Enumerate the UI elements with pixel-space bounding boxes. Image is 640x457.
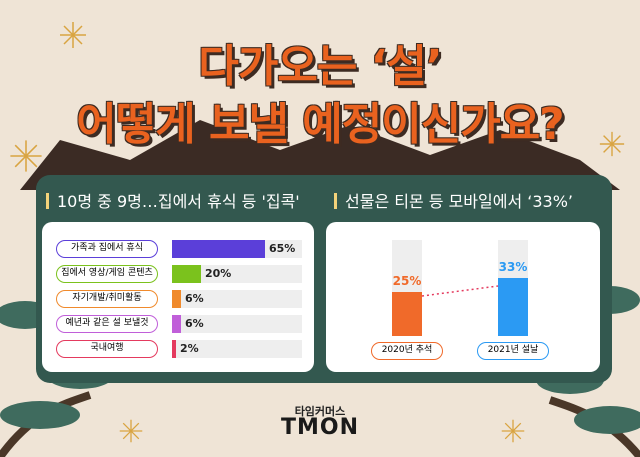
data-label: 65% [269, 242, 296, 255]
data-label: 2% [180, 342, 199, 355]
bar [498, 278, 528, 336]
bar [172, 340, 176, 358]
bar [392, 292, 422, 336]
category-label: 예년과 같은 설 보낼것 [56, 315, 158, 333]
sparkle-icon-top-left [60, 22, 86, 48]
brand-subtitle: 타임커머스 [294, 405, 346, 418]
right-chart-title: 선물은 티몬 등 모바일에서 ‘33%’ [334, 188, 573, 212]
right-chart-title-text: 선물은 티몬 등 모바일에서 ‘33%’ [345, 192, 573, 211]
data-label: 6% [185, 292, 204, 305]
bar [172, 315, 181, 333]
left-chart-title-text: 10명 중 9명…집에서 휴식 등 '집콕' [57, 192, 300, 211]
category-label: 집에서 영상/게임 콘텐츠 [56, 265, 158, 283]
category-label: 국내여행 [56, 340, 158, 358]
bar-track [172, 340, 302, 358]
brand-logo: TMON [280, 415, 359, 440]
bar-track [498, 240, 528, 336]
bar [172, 265, 201, 283]
headline-line-1: 다가오는 ‘설’ [198, 41, 442, 92]
data-label: 33% [498, 260, 528, 274]
sparkle-icon-bottom-right [501, 419, 525, 443]
right-chart-card [326, 222, 600, 372]
data-label: 25% [392, 274, 422, 288]
headline-line-2: 어떻게 보낼 예정이신가요? [76, 99, 564, 150]
category-label: 2020년 추석 [371, 342, 443, 360]
left-chart-title: 10명 중 9명…집에서 휴식 등 '집콕' [46, 188, 300, 212]
category-label: 2021년 설날 [477, 342, 549, 360]
data-label: 20% [205, 267, 232, 280]
category-label: 자기개발/취미활동 [56, 290, 158, 308]
bar-track [392, 240, 422, 336]
sparkle-icon-bottom-left [119, 419, 143, 443]
bar-track [172, 265, 302, 283]
sparkle-icon-right [599, 131, 625, 157]
sparkle-icon-left [10, 140, 42, 172]
category-label: 가족과 집에서 휴식 [56, 240, 158, 258]
mountain-silhouette [20, 120, 620, 190]
bar [172, 290, 181, 308]
bar-track [172, 240, 302, 258]
bar-track [172, 290, 302, 308]
data-label: 6% [185, 317, 204, 330]
bar [172, 240, 265, 258]
bar-track [172, 315, 302, 333]
